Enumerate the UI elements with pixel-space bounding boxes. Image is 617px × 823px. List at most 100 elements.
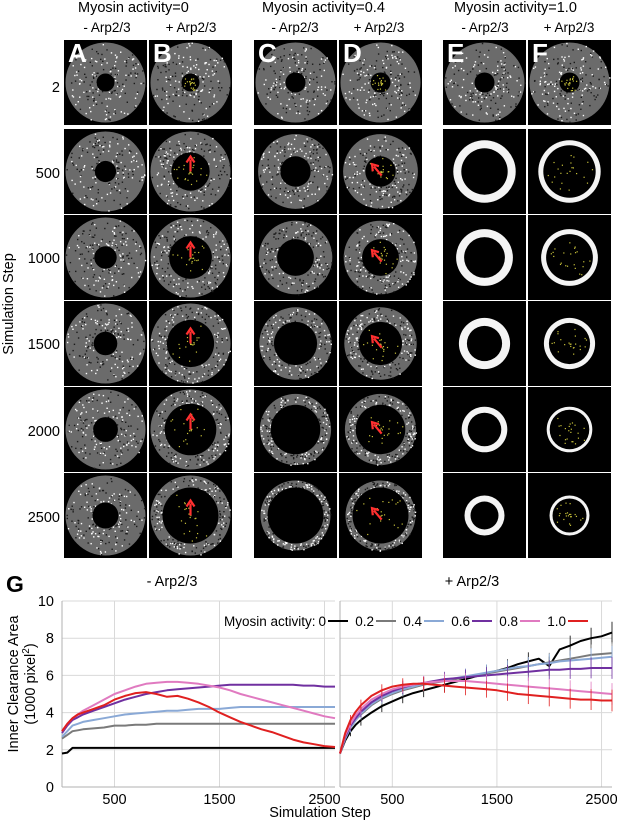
series-line <box>339 631 613 754</box>
panel-letter-D: D <box>343 40 362 68</box>
row-label-1500: 1500 <box>27 337 60 353</box>
series-line <box>61 746 335 755</box>
column-label-b: + Arp2/3 <box>165 20 217 35</box>
column-label-a: - Arp2/3 <box>83 20 131 35</box>
series-plus-arp-myosin-1.0 <box>339 676 613 754</box>
series-minus-arp-myosin-0.6 <box>61 683 335 734</box>
sim-image-B-1500 <box>149 301 232 386</box>
sim-image-F-2: F <box>528 40 611 125</box>
legend-label-0: 0 <box>318 614 326 629</box>
sim-image-C-2500 <box>254 473 337 558</box>
series-line <box>61 691 336 748</box>
sim-image-C-2000 <box>254 387 337 472</box>
y-tick-label: 6 <box>46 668 54 684</box>
panel-letter-A: A <box>68 40 87 68</box>
sim-image-B-500 <box>149 129 232 214</box>
red-arrow-icon <box>370 506 383 521</box>
series-line <box>61 683 335 734</box>
column-label-f: + Arp2/3 <box>543 20 595 35</box>
column-label-c: - Arp2/3 <box>271 20 319 35</box>
sim-image-A-500 <box>64 129 147 214</box>
series-plus-arp-myosin-0.6 <box>339 657 613 754</box>
series-minus-arp-myosin-0 <box>61 746 335 755</box>
sim-image-B-2000 <box>149 387 232 472</box>
y-tick-label: 10 <box>38 594 54 610</box>
sim-image-A-1500 <box>64 301 147 386</box>
x-tick-label: 500 <box>380 792 404 808</box>
row-label-2: 2 <box>51 80 60 96</box>
sim-image-A-2: A <box>64 40 147 125</box>
y-tick-label: 0 <box>46 780 54 796</box>
legend-title: Myosin activity: <box>224 614 316 629</box>
x-tick-label: 2500 <box>308 792 340 808</box>
sim-image-C-2: C <box>254 40 337 125</box>
sim-image-F-500 <box>528 129 611 214</box>
legend-label-1.0: 1.0 <box>547 614 566 629</box>
y-tick-label: 2 <box>46 743 54 759</box>
sim-image-D-2000 <box>339 387 422 472</box>
sim-image-D-2500 <box>339 473 422 558</box>
red-arrow-icon <box>185 498 196 516</box>
row-label-2000: 2000 <box>27 424 60 440</box>
column-label-e: - Arp2/3 <box>461 20 509 35</box>
series-line <box>61 680 336 732</box>
sim-image-A-2500 <box>64 473 147 558</box>
sim-image-F-2000 <box>528 387 611 472</box>
panel-letter-E: E <box>447 40 465 68</box>
sim-image-C-1000 <box>254 215 337 300</box>
red-arrow-icon <box>370 248 383 263</box>
series-line <box>339 682 612 754</box>
series-minus-arp-myosin-0.8 <box>61 680 336 732</box>
panel-g-right-title: + Arp2/3 <box>445 574 499 590</box>
series-line <box>339 667 612 754</box>
sim-image-D-2: D <box>339 40 422 125</box>
legend-label-0.4: 0.4 <box>403 614 422 629</box>
chart-legend: Myosin activity: 0 0.2 0.4 0.6 0.8 1.0 <box>224 614 588 629</box>
panel-g-xlabel: Simulation Step <box>269 805 371 821</box>
red-arrow-icon <box>185 326 196 344</box>
row-label-1000: 1000 <box>27 251 60 267</box>
red-arrow-icon <box>370 162 383 177</box>
legend-label-0.2: 0.2 <box>355 614 374 629</box>
ylabel-line1: Inner Clearance Area <box>6 615 22 753</box>
x-tick-label: 500 <box>102 792 126 808</box>
x-tick-label: 2500 <box>585 792 617 808</box>
y-tick-label: 4 <box>46 706 54 722</box>
sim-image-F-1000 <box>528 215 611 300</box>
x-tick-label: 1500 <box>203 792 235 808</box>
sim-image-E-500 <box>443 129 526 214</box>
panel-letter-F: F <box>532 40 548 68</box>
sim-image-D-1500 <box>339 301 422 386</box>
sim-image-A-1000 <box>64 215 147 300</box>
plot-layer: 0 2 4 6 8 10 500 1500 2500 500 1500 2500 <box>38 594 617 808</box>
series-line <box>339 655 613 754</box>
sim-image-D-500 <box>339 129 422 214</box>
sim-image-E-2500 <box>443 473 526 558</box>
sim-image-E-2: E <box>443 40 526 125</box>
sim-image-A-2000 <box>64 387 147 472</box>
group-title-myosin-0.4: Myosin activity=0.4 <box>262 0 385 16</box>
sim-image-F-1500 <box>528 301 611 386</box>
ylabel-line2: (1000 pixel2) <box>21 643 39 724</box>
series-minus-arp-myosin-0.2 <box>61 722 335 740</box>
red-arrow-icon <box>370 334 383 349</box>
row-label-500: 500 <box>35 166 60 182</box>
sim-image-E-1000 <box>443 215 526 300</box>
sim-image-B-2: B <box>149 40 232 125</box>
y-tick-label: 8 <box>46 631 54 647</box>
sim-image-C-500 <box>254 129 337 214</box>
sim-image-E-1500 <box>443 301 526 386</box>
series-minus-arp-myosin-1.0 <box>61 691 336 748</box>
group-title-myosin-1.0: Myosin activity=1.0 <box>454 0 577 16</box>
sim-image-D-1000 <box>339 215 422 300</box>
red-arrow-icon <box>185 240 196 258</box>
red-arrow-icon <box>370 420 383 435</box>
sim-image-B-2500 <box>149 473 232 558</box>
panel-letter-B: B <box>153 40 172 68</box>
sim-image-B-1000 <box>149 215 232 300</box>
series-plus-arp-myosin-0.8 <box>339 673 613 754</box>
panel-letter-C: C <box>258 40 277 68</box>
legend-label-0.6: 0.6 <box>451 614 470 629</box>
panel-g-letter: G <box>6 571 24 597</box>
sim-image-F-2500 <box>528 473 611 558</box>
